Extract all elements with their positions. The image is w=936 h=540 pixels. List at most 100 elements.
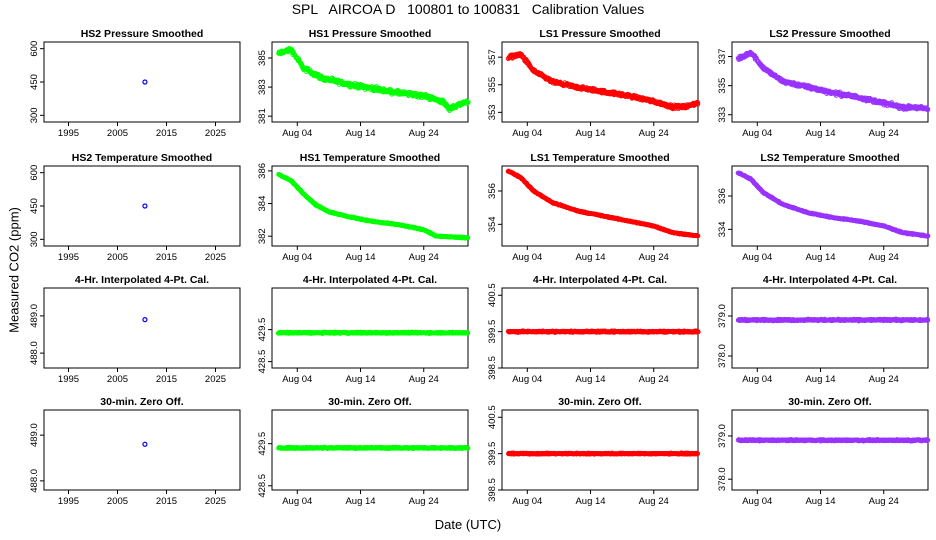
chart-panel: 4-Hr. Interpolated 4-Pt. Cal. Aug 04 Aug 1…: [717, 274, 931, 385]
x-tick-label: Aug 14: [805, 128, 835, 139]
y-tick-label: 488.0: [29, 469, 40, 493]
x-tick-label: Aug 04: [282, 496, 312, 507]
chart-panel: 4-Hr. Interpolated 4-Pt. Cal.Aug 04 Aug 1…: [257, 274, 471, 385]
x-tick-label: Aug 04: [742, 252, 772, 263]
y-tick-label: 353: [487, 104, 498, 120]
x-tick-label: 2015: [156, 128, 177, 139]
y-tick-label: 600: [29, 165, 40, 181]
data-point: [925, 106, 931, 112]
data-point: [695, 100, 701, 106]
x-tick-label: Aug 14: [345, 252, 375, 263]
y-tick-label: 600: [29, 41, 40, 57]
x-tick-label: Aug 04: [742, 128, 772, 139]
x-tick-label: 1995: [58, 496, 79, 507]
x-tick-label: Aug 14: [575, 128, 605, 139]
plot-frame: [271, 41, 469, 123]
plot-frame: [43, 165, 241, 247]
y-tick-label: 489.0: [29, 423, 40, 447]
x-tick-label: Aug 04: [742, 374, 772, 385]
y-tick-label: 334: [717, 221, 728, 237]
chart-title: LS2 Temperature Smoothed: [760, 152, 899, 164]
plot-frame: [271, 165, 469, 247]
x-tick-label: Aug 24: [409, 252, 439, 263]
x-tick-label: 2015: [156, 252, 177, 263]
x-tick-label: Aug 24: [639, 252, 669, 263]
data-point: [142, 203, 148, 209]
x-tick-label: 2005: [107, 128, 128, 139]
chart-title: 4-Hr. Interpolated 4-Pt. Cal.: [763, 274, 897, 286]
plot-frame: [43, 287, 241, 369]
y-tick-label: 382: [257, 228, 268, 244]
x-tick-label: Aug 04: [282, 128, 312, 139]
y-tick-label: 356: [487, 183, 498, 199]
y-tick-label: 429.5: [257, 432, 268, 456]
data-point: [142, 317, 148, 323]
x-tick-label: 2005: [107, 252, 128, 263]
x-tick-label: Aug 24: [409, 496, 439, 507]
y-tick-label: 488.0: [29, 341, 40, 365]
data-point: [695, 102, 701, 107]
x-tick-label: Aug 14: [575, 252, 605, 263]
x-tick-label: Aug 14: [805, 374, 835, 385]
plot-frame: [731, 41, 929, 123]
plot-frame: [43, 409, 241, 491]
chart-panel: LS1 Pressure Smoothed Aug 04 Aug 14 Aug 24 3…: [487, 28, 701, 139]
x-tick-label: Aug 04: [282, 252, 312, 263]
x-tick-label: 2025: [205, 128, 226, 139]
y-tick-label: 300: [29, 231, 40, 247]
data-point: [142, 79, 148, 85]
x-tick-label: 2015: [156, 496, 177, 507]
y-tick-label: 354: [487, 216, 498, 232]
data-point: [754, 55, 759, 61]
x-tick-label: 1995: [58, 374, 79, 385]
x-tick-label: Aug 24: [869, 128, 899, 139]
x-tick-label: 2025: [205, 252, 226, 263]
x-tick-label: Aug 04: [512, 252, 542, 263]
y-tick-label: 450: [29, 74, 40, 90]
chart-title: 4-Hr. Interpolated 4-Pt. Cal.: [303, 274, 437, 286]
chart-panel: 30-min. Zero Off.Aug 04 Aug 14 Aug 24428.5…: [257, 396, 471, 507]
y-tick-label: 357: [487, 49, 498, 65]
chart-panel: 30-min. Zero Off. 1995 2005 2015 2025 488.0 48…: [29, 396, 241, 507]
y-tick-label: 398.5: [487, 356, 498, 380]
chart-title: LS1 Pressure Smoothed: [539, 28, 660, 40]
y-tick-label: 428.5: [257, 350, 268, 374]
chart-title: 30-min. Zero Off.: [100, 396, 184, 408]
y-tick-label: 385: [257, 50, 268, 66]
chart-panel: HS2 Temperature Smoothed 1995 2005 2015 2025…: [29, 152, 241, 263]
y-tick-label: 378.0: [717, 344, 728, 368]
x-tick-label: 1995: [58, 252, 79, 263]
x-tick-label: Aug 04: [512, 374, 542, 385]
x-tick-label: 2005: [107, 496, 128, 507]
y-tick-label: 383: [257, 79, 268, 95]
chart-panel: LS2 Pressure Smoothed Aug 04 Aug 14 Aug 24 3…: [717, 28, 931, 139]
x-tick-label: Aug 14: [345, 128, 375, 139]
x-tick-label: 2005: [107, 374, 128, 385]
x-tick-label: Aug 14: [575, 374, 605, 385]
x-tick-label: Aug 24: [869, 374, 899, 385]
y-tick-label: 337: [717, 49, 728, 65]
x-tick-label: Aug 04: [512, 128, 542, 139]
chart-title: HS2 Pressure Smoothed: [81, 28, 204, 40]
plot-frame: [731, 287, 929, 369]
y-tick-label: 384: [257, 196, 268, 212]
chart-title: HS2 Temperature Smoothed: [72, 152, 212, 164]
y-tick-label: 428.5: [257, 474, 268, 498]
y-tick-label: 399.5: [487, 320, 498, 344]
y-tick-label: 335: [717, 78, 728, 94]
x-tick-label: 1995: [58, 128, 79, 139]
y-tick-label: 381: [257, 108, 268, 124]
chart-title: 4-Hr. Interpolated 4-Pt. Cal.: [75, 274, 209, 286]
plot-frame: [501, 287, 699, 369]
x-tick-label: 2015: [156, 374, 177, 385]
chart-panel: 4-Hr. Interpolated 4-Pt. Cal.Aug 04 Aug 1…: [487, 274, 701, 385]
data-point: [318, 73, 324, 79]
x-tick-label: 2025: [205, 496, 226, 507]
x-tick-label: Aug 04: [282, 374, 312, 385]
x-tick-label: Aug 24: [639, 128, 669, 139]
plot-frame: [501, 41, 699, 123]
y-tick-label: 300: [29, 107, 40, 123]
chart-title: LS2 Pressure Smoothed: [769, 28, 890, 40]
